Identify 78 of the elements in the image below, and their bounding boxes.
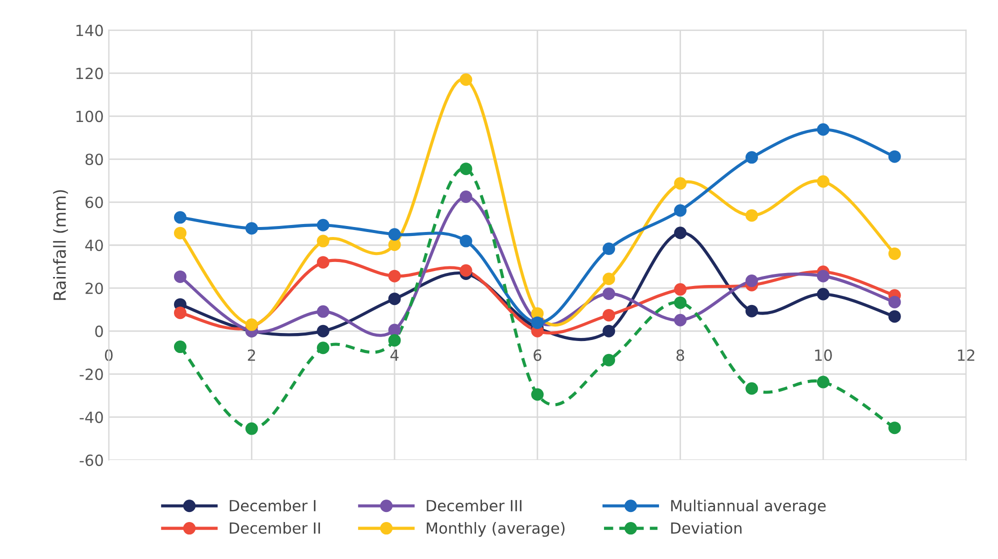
point bbox=[388, 238, 401, 251]
point bbox=[745, 382, 758, 395]
y-tick-label: -20 bbox=[80, 368, 103, 380]
point bbox=[460, 162, 472, 176]
point bbox=[745, 304, 758, 318]
point bbox=[174, 211, 186, 224]
point bbox=[888, 310, 901, 323]
point bbox=[602, 272, 616, 286]
legend-label: Monthly (average) bbox=[426, 522, 565, 537]
point bbox=[602, 324, 616, 338]
point bbox=[816, 376, 830, 388]
point bbox=[602, 354, 616, 366]
point bbox=[745, 209, 758, 222]
point bbox=[174, 270, 186, 283]
point bbox=[674, 204, 687, 217]
point bbox=[245, 318, 258, 331]
x-tick-label: 0 bbox=[104, 349, 113, 361]
legend-label: Deviation bbox=[671, 522, 742, 534]
point bbox=[388, 228, 401, 241]
point bbox=[174, 340, 186, 354]
point bbox=[460, 73, 472, 86]
legend-label: Multiannual average bbox=[671, 500, 826, 514]
point bbox=[888, 422, 901, 434]
y-tick-label: -60 bbox=[80, 454, 103, 466]
x-tick-label: 6 bbox=[534, 349, 542, 361]
legend-label: December II bbox=[230, 522, 320, 534]
y-tick-label: 0 bbox=[95, 326, 103, 338]
y-tick-label: 100 bbox=[76, 110, 103, 122]
point bbox=[388, 324, 401, 336]
point bbox=[460, 190, 472, 204]
point bbox=[245, 422, 258, 435]
x-tick-label: 4 bbox=[390, 350, 399, 361]
point bbox=[674, 283, 687, 296]
point bbox=[316, 234, 330, 248]
point bbox=[602, 242, 616, 256]
x-tick-label: 2 bbox=[248, 349, 255, 361]
point bbox=[602, 308, 616, 322]
point bbox=[316, 342, 330, 354]
point bbox=[888, 247, 901, 260]
y-tick-label: 80 bbox=[86, 154, 103, 166]
y-tick-label: 140 bbox=[76, 24, 103, 36]
point bbox=[316, 218, 330, 232]
y-tick-label: 60 bbox=[86, 196, 103, 208]
point bbox=[388, 292, 401, 306]
point bbox=[316, 324, 330, 338]
point bbox=[745, 274, 758, 288]
legend-label: December I bbox=[230, 500, 316, 512]
point bbox=[745, 151, 758, 164]
point bbox=[316, 305, 330, 318]
point bbox=[674, 226, 687, 240]
y-tick-label: 20 bbox=[86, 282, 103, 294]
legend-label: December III bbox=[426, 500, 522, 512]
point bbox=[460, 264, 472, 277]
point bbox=[674, 296, 687, 309]
point bbox=[174, 226, 186, 240]
point bbox=[674, 314, 687, 326]
point bbox=[816, 175, 830, 188]
point bbox=[531, 388, 544, 401]
x-tick-label: 8 bbox=[676, 349, 684, 361]
y-tick-label: 120 bbox=[76, 68, 103, 80]
point bbox=[388, 270, 401, 282]
y-tick-label: -40 bbox=[80, 412, 103, 424]
point bbox=[674, 177, 687, 190]
y-tick-label: 40 bbox=[85, 240, 103, 252]
x-tick-label: 12 bbox=[958, 349, 974, 361]
point bbox=[388, 334, 401, 347]
point bbox=[174, 306, 186, 320]
point bbox=[816, 270, 830, 282]
point bbox=[888, 150, 901, 163]
point bbox=[245, 222, 258, 235]
point bbox=[816, 288, 830, 300]
point bbox=[816, 123, 830, 136]
x-tick-label: 10 bbox=[815, 349, 832, 361]
point bbox=[888, 296, 901, 308]
point bbox=[602, 287, 616, 300]
point bbox=[460, 234, 472, 248]
y-axis-title: Rainfall (mm) bbox=[53, 190, 68, 300]
point bbox=[316, 256, 330, 269]
